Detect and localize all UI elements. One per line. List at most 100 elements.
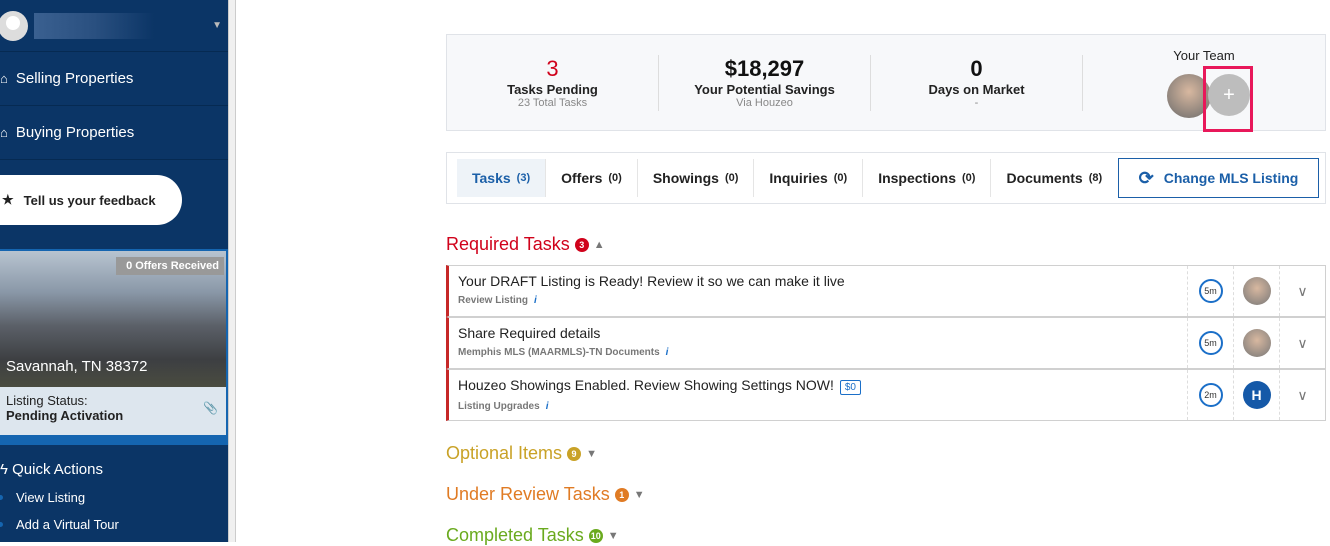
section-title: Under Review Tasks xyxy=(446,484,610,504)
stat-label: Days on Market xyxy=(928,82,1025,97)
tab-count: (0) xyxy=(833,172,848,184)
tab-label: Documents xyxy=(1006,170,1083,186)
sidebar: ▼ ⌂ Selling Properties ⌂ Buying Properties… xyxy=(0,0,228,542)
listing-card[interactable]: 0 Offers Received Savannah, TN 38372 Lis… xyxy=(0,249,228,445)
task-title: Your DRAFT Listing is Ready! Review it s… xyxy=(458,273,845,289)
listing-status: Listing Status: Pending Activation 📎 xyxy=(0,387,226,435)
chevron-down-icon[interactable]: ∨ xyxy=(1297,282,1308,299)
stat-label: Your Potential Savings xyxy=(694,82,835,97)
section-title: Required Tasks xyxy=(446,234,570,254)
tab-inquiries[interactable]: Inquiries (0) xyxy=(754,159,864,197)
stats-panel: 3 Tasks Pending 23 Total Tasks $18,297 Your… xyxy=(446,34,1326,132)
feedback-label: Tell us your feedback xyxy=(23,192,156,208)
caret-down-icon: ▼ xyxy=(607,529,619,542)
caret-down-icon: ▼ xyxy=(586,447,597,460)
under-review-header[interactable]: Under Review Tasks 1 ▼ xyxy=(446,484,645,505)
stat-sub: - xyxy=(974,97,979,109)
listing-city: Savannah, TN 38372 xyxy=(6,358,148,375)
nav-label: Selling Properties xyxy=(15,70,134,87)
your-team: Your Team + xyxy=(1083,34,1325,132)
tab-label: Offers xyxy=(561,170,603,186)
timer-icon: 5m xyxy=(1198,279,1223,303)
tab-label: Showings xyxy=(652,170,719,186)
listing-photo: 0 Offers Received Savannah, TN 38372 xyxy=(0,251,226,387)
sidebar-divider xyxy=(228,0,236,542)
chevron-down-icon[interactable]: ∨ xyxy=(1297,386,1308,403)
timer-icon: 5m xyxy=(1198,331,1223,355)
task-row[interactable]: Your DRAFT Listing is Ready! Review it s… xyxy=(446,265,1326,317)
feedback-button[interactable]: ★ Tell us your feedback xyxy=(0,175,182,225)
section-count: 1 xyxy=(614,487,629,502)
team-title: Your Team xyxy=(1173,48,1235,63)
chevron-down-icon[interactable]: ∨ xyxy=(1297,334,1308,351)
task-title: Houzeo Showings Enabled. Review Showing … xyxy=(458,377,834,393)
quick-actions: ϟ Quick Actions xyxy=(0,445,228,478)
tab-showings[interactable]: Showings (0) xyxy=(638,159,755,197)
tab-tasks[interactable]: Tasks (3) xyxy=(457,159,547,197)
user-menu[interactable]: ▼ xyxy=(0,0,228,52)
user-name-redacted xyxy=(34,12,154,39)
houzeo-logo-icon: H xyxy=(1242,381,1271,409)
price-badge: $0 xyxy=(839,380,861,395)
caret-down-icon: ▼ xyxy=(633,488,645,501)
assignee-avatar xyxy=(1242,329,1271,357)
change-mls-listing-button[interactable]: ⟳ Change MLS Listing xyxy=(1118,158,1319,198)
info-icon[interactable]: i xyxy=(545,401,549,412)
add-team-member-button[interactable]: + xyxy=(1208,74,1250,116)
caret-up-icon: ▲ xyxy=(593,238,605,251)
task-row[interactable]: Share Required details Memphis MLS (MAARM… xyxy=(446,317,1326,369)
stat-value: $18,297 xyxy=(724,56,805,81)
highlight-box xyxy=(1203,66,1253,132)
tab-count: (8) xyxy=(1088,172,1103,184)
tab-count: (0) xyxy=(724,172,739,184)
task-category: Review Listing xyxy=(458,295,529,306)
info-icon[interactable]: i xyxy=(534,295,537,306)
quick-actions-title: Quick Actions xyxy=(12,461,103,478)
tabs-bar: Tasks (3) Offers (0) Showings (0) Inquiries… xyxy=(446,152,1326,204)
task-category: Listing Upgrades xyxy=(458,401,540,412)
home-icon: ⌂ xyxy=(0,71,8,86)
sidebar-item-buying[interactable]: ⌂ Buying Properties xyxy=(0,106,228,160)
task-row[interactable]: Houzeo Showings Enabled. Review Showing … xyxy=(446,369,1326,421)
stat-savings: $18,297 Your Potential Savings Via Houzeo xyxy=(659,54,871,111)
quick-action-view-listing[interactable]: View Listing xyxy=(0,490,228,505)
optional-items-header[interactable]: Optional Items 9 ▼ xyxy=(446,443,597,464)
completed-tasks-header[interactable]: Completed Tasks 10 ▼ xyxy=(446,525,619,546)
sidebar-item-selling[interactable]: ⌂ Selling Properties xyxy=(0,52,228,106)
star-icon: ★ xyxy=(2,192,14,207)
stat-label: Tasks Pending xyxy=(507,82,598,97)
tab-count: (0) xyxy=(962,172,976,184)
tab-label: Tasks xyxy=(472,170,511,186)
stat-sub: 23 Total Tasks xyxy=(517,97,588,109)
required-tasks-header[interactable]: Required Tasks 3 ▲ xyxy=(446,234,605,255)
user-avatar xyxy=(0,10,28,41)
nav-label: Buying Properties xyxy=(15,124,135,141)
offers-badge: 0 Offers Received xyxy=(116,257,224,275)
section-count: 9 xyxy=(567,446,582,461)
tab-count: (0) xyxy=(608,172,622,184)
stat-value: 3 xyxy=(546,56,559,81)
assignee-avatar xyxy=(1242,277,1271,305)
tab-inspections[interactable]: Inspections (0) xyxy=(863,159,992,197)
stat-sub: Via Houzeo xyxy=(736,97,793,109)
quick-action-virtual-tour[interactable]: Add a Virtual Tour xyxy=(0,517,228,532)
timer-icon: 2m xyxy=(1198,383,1223,407)
home-icon: ⌂ xyxy=(0,125,8,140)
stat-value: 0 xyxy=(970,56,983,81)
section-count: 3 xyxy=(574,237,589,252)
status-value: Pending Activation xyxy=(6,408,124,423)
tab-label: Inspections xyxy=(878,170,956,186)
paperclip-icon[interactable]: 📎 xyxy=(203,401,218,415)
tab-offers[interactable]: Offers (0) xyxy=(546,159,638,197)
status-label: Listing Status: xyxy=(6,393,88,408)
tab-label: Inquiries xyxy=(769,170,828,186)
bolt-icon: ϟ xyxy=(0,461,13,478)
info-icon[interactable]: i xyxy=(665,347,669,358)
section-title: Completed Tasks xyxy=(446,525,584,545)
caret-down-icon[interactable]: ▼ xyxy=(212,20,222,31)
change-mls-label: Change MLS Listing xyxy=(1163,170,1299,186)
tab-documents[interactable]: Documents (8) xyxy=(991,159,1117,197)
stat-days-on-market: 0 Days on Market - xyxy=(871,54,1083,111)
task-category: Memphis MLS (MAARMLS)-TN Documents xyxy=(458,347,660,358)
tab-count: (3) xyxy=(516,172,531,184)
